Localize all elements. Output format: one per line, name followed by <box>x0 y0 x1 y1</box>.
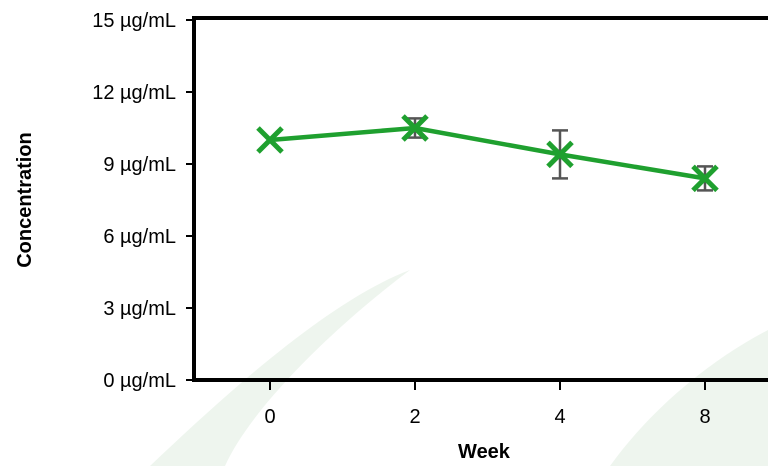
series-path <box>269 125 706 181</box>
x-tick-label: 0 <box>264 406 275 428</box>
watermark-shape-right <box>610 330 768 466</box>
x-axis: 0 2 4 8 <box>264 380 711 428</box>
x-tick-label: 2 <box>409 406 420 428</box>
series-line <box>256 114 719 193</box>
y-tick-label: 6 µg/mL <box>103 226 176 248</box>
y-axis: 0 µg/mL 3 µg/mL 6 µg/mL 9 µg/mL 12 µg/mL 15 µ… <box>92 10 194 392</box>
x-tick-label: 4 <box>554 406 565 428</box>
data-point <box>256 126 284 154</box>
data-point <box>691 164 719 193</box>
y-axis-title: Concentration <box>14 132 36 268</box>
y-tick-label: 15 µg/mL <box>92 10 176 32</box>
x-tick-label: 8 <box>699 406 710 428</box>
plot-area-frame <box>192 16 768 382</box>
y-tick-label: 3 µg/mL <box>103 298 176 320</box>
x-axis-title: Week <box>458 441 511 463</box>
watermark-shape-left <box>150 270 410 466</box>
y-tick-label: 0 µg/mL <box>103 370 176 392</box>
data-point <box>546 140 574 169</box>
data-point <box>401 114 429 142</box>
y-tick-label: 9 µg/mL <box>103 154 176 176</box>
watermark <box>150 270 768 466</box>
y-tick-label: 12 µg/mL <box>92 82 176 104</box>
